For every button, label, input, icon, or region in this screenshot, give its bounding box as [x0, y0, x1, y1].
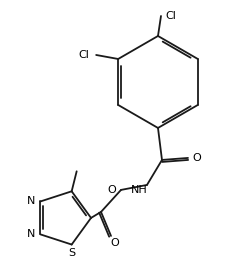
Text: N: N	[27, 197, 35, 206]
Text: O: O	[108, 185, 116, 195]
Text: N: N	[27, 229, 35, 239]
Text: O: O	[193, 153, 201, 163]
Text: Cl: Cl	[79, 50, 90, 60]
Text: S: S	[68, 248, 75, 257]
Text: Cl: Cl	[165, 11, 176, 21]
Text: O: O	[111, 238, 119, 248]
Text: NH: NH	[131, 185, 147, 195]
